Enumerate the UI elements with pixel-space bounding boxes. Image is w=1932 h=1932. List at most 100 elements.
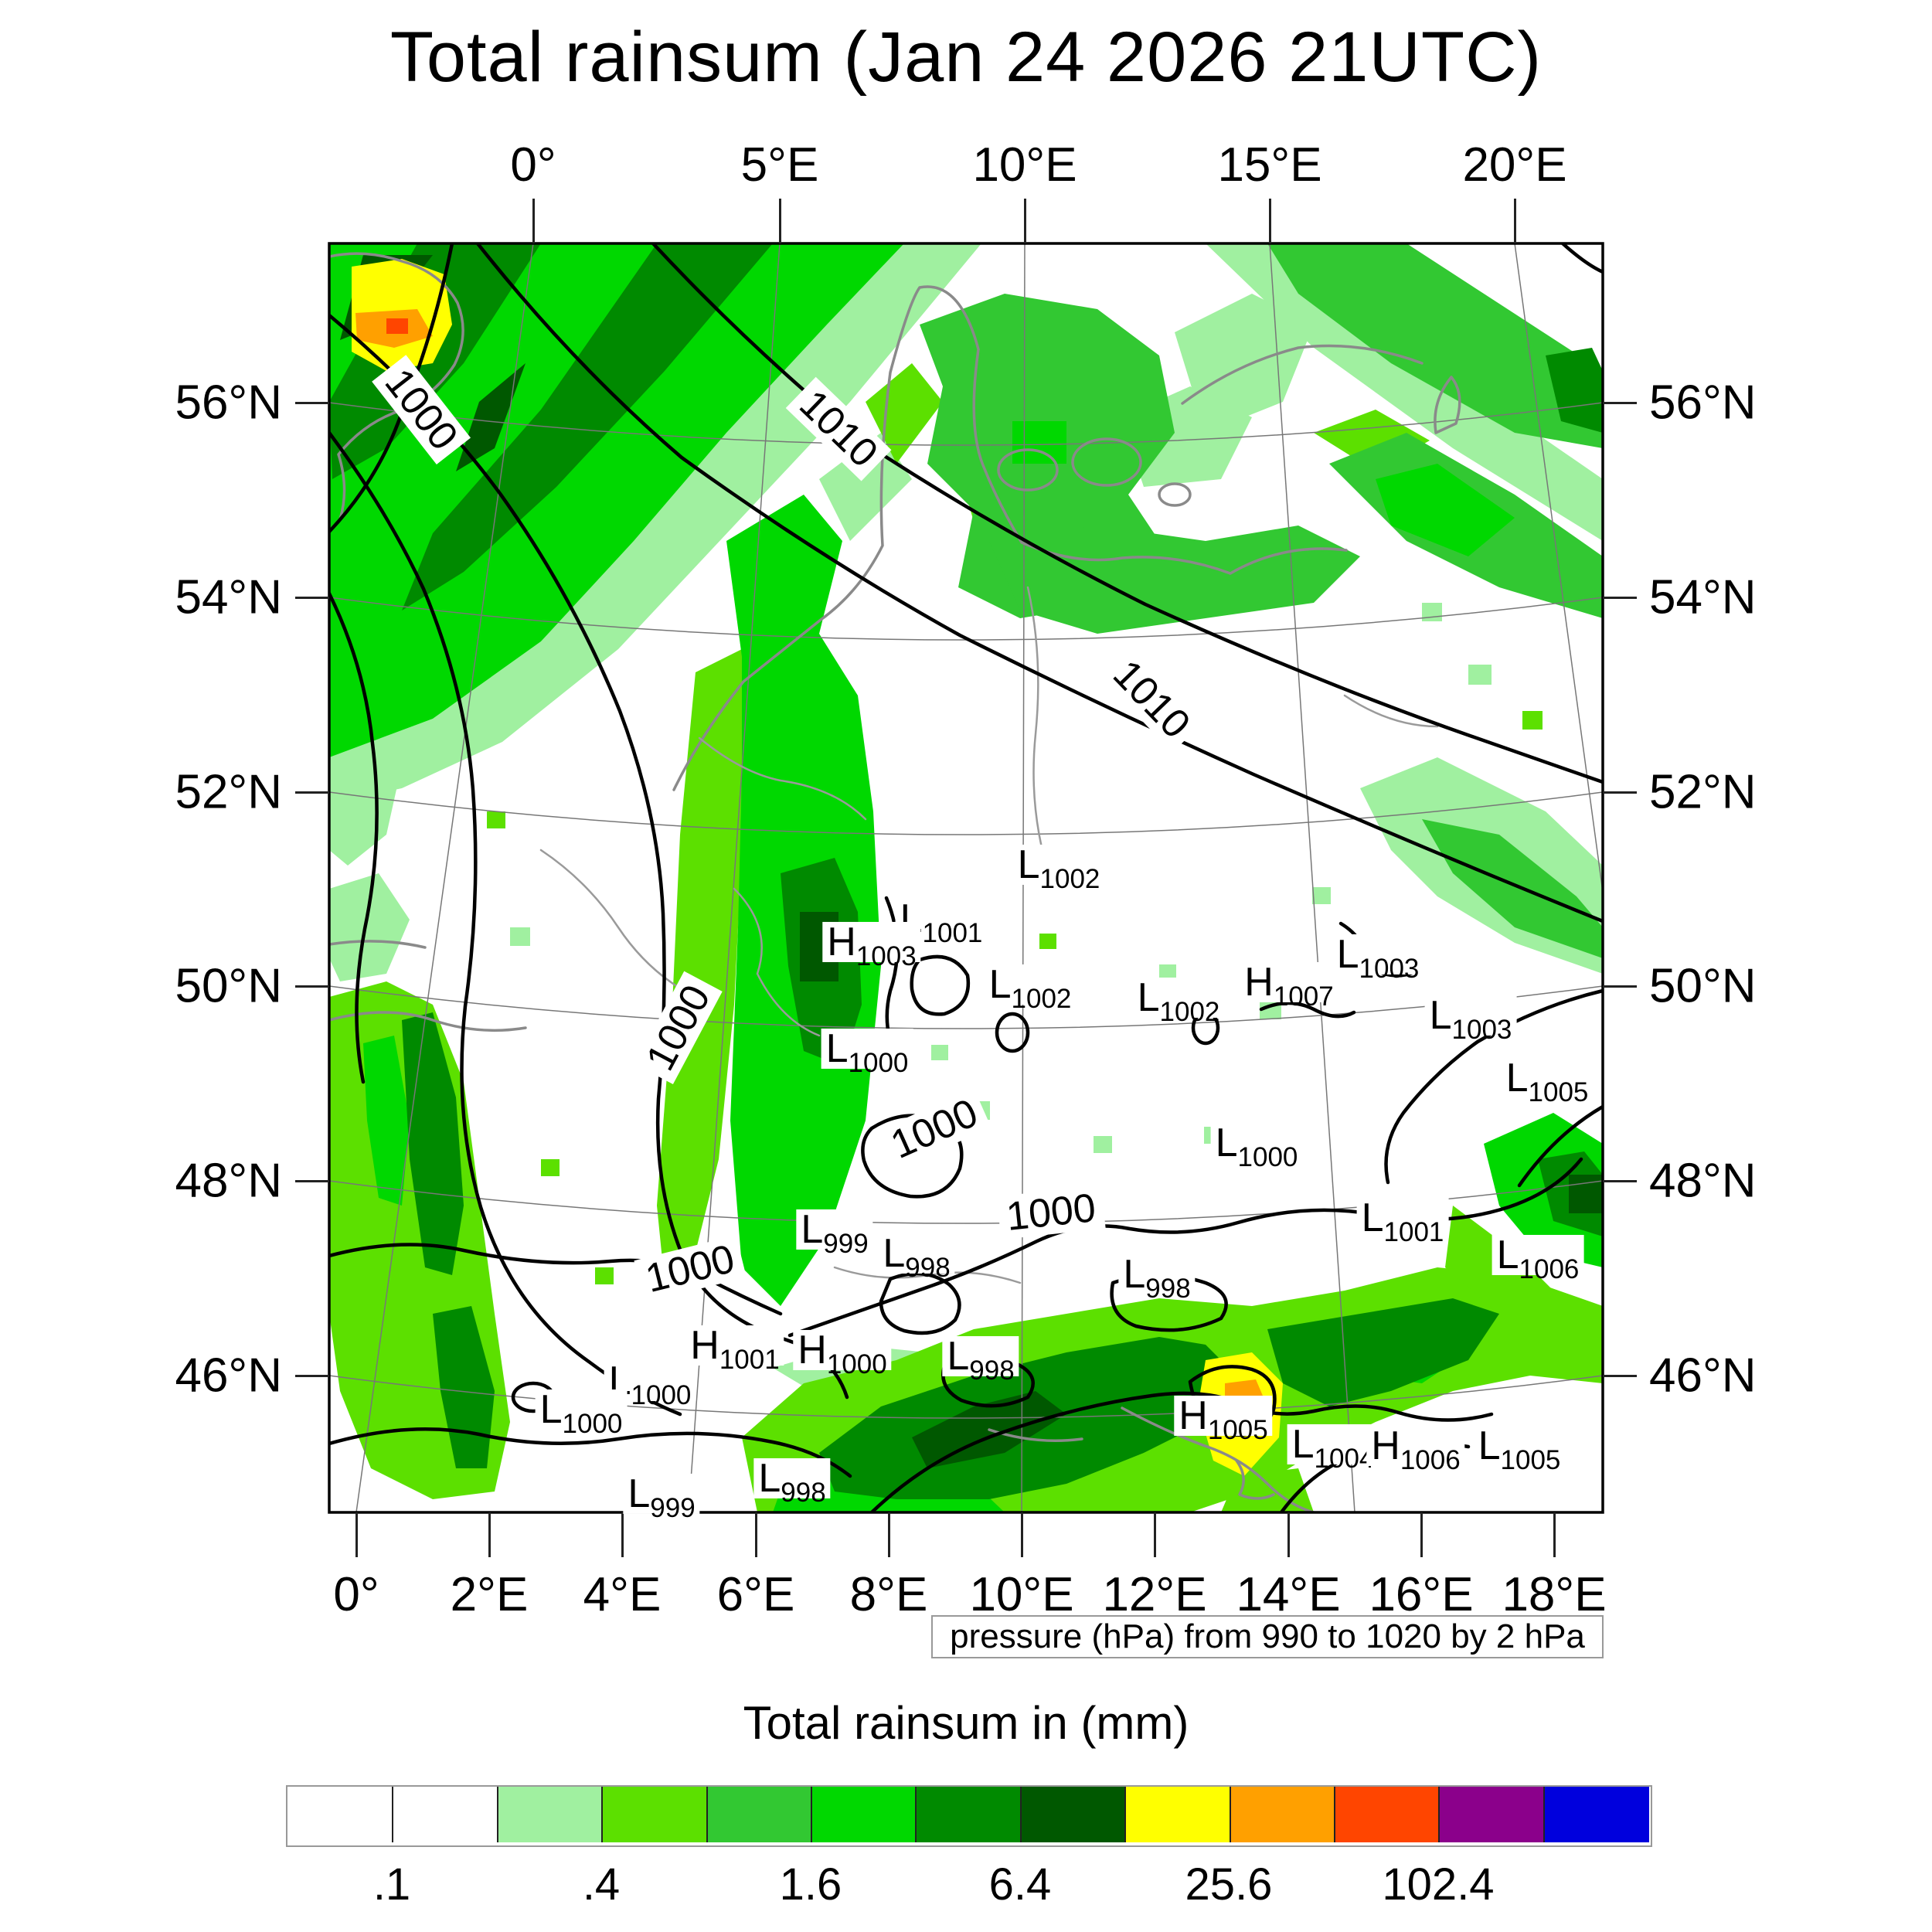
pressure-center-l998: L998	[942, 1333, 1019, 1384]
pressure-letter: L	[1336, 931, 1359, 977]
pressure-value: 1005	[1500, 1444, 1561, 1475]
pressure-value: 998	[1145, 1273, 1191, 1304]
pressure-letter: H	[827, 919, 856, 964]
bottom-axis-label: 10°E	[969, 1568, 1074, 1621]
right-axis-label: 50°N	[1649, 959, 1757, 1013]
bottom-axis-label: 14°E	[1236, 1568, 1341, 1621]
bottom-axis-label: 18°E	[1502, 1568, 1607, 1621]
colorbar-cell	[1019, 1787, 1127, 1842]
pressure-value: 1007	[1273, 981, 1334, 1012]
bottom-axis-label: 0°	[333, 1568, 379, 1621]
bottom-axis-tick	[1420, 1512, 1423, 1557]
pressure-value: 1005	[1528, 1077, 1589, 1107]
pressure-center-l1002: L1002	[984, 961, 1077, 1012]
pressure-center-h1005: H1005	[1174, 1395, 1273, 1444]
pressure-center-l1000: L1000	[535, 1386, 628, 1437]
left-axis-label: 54°N	[175, 570, 282, 624]
pressure-note: pressure (hPa) from 990 to 1020 by 2 hPa	[931, 1615, 1604, 1658]
pressure-letter: L	[1017, 842, 1040, 887]
pressure-value: 1002	[1159, 996, 1220, 1027]
bottom-axis-label: 4°E	[583, 1568, 662, 1621]
top-axis-tick	[1268, 199, 1271, 243]
bottom-axis-tick	[1153, 1512, 1156, 1557]
pressure-letter: L	[947, 1333, 970, 1379]
colorbar-cell	[496, 1787, 604, 1842]
left-axis-tick	[295, 1374, 329, 1377]
right-axis-tick	[1603, 1179, 1637, 1182]
colorbar-cell	[1124, 1787, 1231, 1842]
pressure-value: 1002	[1011, 983, 1072, 1014]
pressure-center-l998: L998	[1118, 1251, 1196, 1302]
pressure-value: 1000	[826, 1349, 887, 1379]
bottom-axis-tick	[754, 1512, 757, 1557]
bottom-axis-tick	[488, 1512, 491, 1557]
pressure-center-l998: L998	[878, 1233, 955, 1281]
colorbar-tick-label: .1	[372, 1859, 411, 1910]
pressure-center-l999: L999	[623, 1471, 700, 1522]
pressure-letter: L	[539, 1386, 563, 1432]
pressure-letter: H	[1371, 1423, 1400, 1468]
pressure-center-h1007: H1007	[1240, 959, 1338, 1010]
map-frame	[328, 242, 1604, 1514]
top-axis-tick	[1023, 199, 1026, 243]
pressure-center-l1000: L1000	[821, 1028, 913, 1077]
pressure-value: 1005	[1207, 1414, 1268, 1445]
top-axis-tick	[1513, 199, 1516, 243]
pressure-letter: L	[1123, 1251, 1146, 1297]
colorbar-cell	[392, 1787, 498, 1842]
bottom-axis-tick	[621, 1512, 624, 1557]
pressure-letter: H	[798, 1327, 827, 1372]
pressure-value: 1002	[1039, 863, 1100, 894]
left-axis-label: 56°N	[175, 376, 282, 430]
pressure-center-l1003: L1003	[1424, 992, 1517, 1043]
pressure-letter: L	[628, 1471, 651, 1516]
right-axis-label: 54°N	[1649, 570, 1757, 624]
pressure-value: 1000	[562, 1408, 623, 1439]
colorbar-cell	[1438, 1787, 1545, 1842]
bottom-axis-tick	[1287, 1512, 1290, 1557]
pressure-center-h1000: H1000	[793, 1327, 892, 1378]
top-axis-label: 5°E	[740, 138, 819, 192]
left-axis-label: 48°N	[175, 1154, 282, 1208]
pressure-value: 1006	[1519, 1253, 1580, 1284]
pressure-value: 999	[823, 1228, 869, 1259]
pressure-center-l1005: L1005	[1501, 1057, 1594, 1106]
left-axis-tick	[295, 1179, 329, 1182]
pressure-value: 1000	[631, 1379, 692, 1410]
left-axis-tick	[295, 791, 329, 794]
colorbar-tick-label: 6.4	[988, 1859, 1052, 1910]
pressure-center-h1001: H1001	[685, 1325, 784, 1373]
pressure-letter: L	[1361, 1195, 1384, 1240]
pressure-center-l1000: L1000	[1210, 1122, 1303, 1171]
pressure-letter: L	[988, 961, 1012, 1007]
colorbar-title: Total rainsum in (mm)	[743, 1697, 1189, 1749]
bottom-axis-label: 2°E	[450, 1568, 529, 1621]
pressure-center-l1001: L1001	[1356, 1195, 1449, 1246]
pressure-value: 1001	[719, 1344, 780, 1375]
bottom-axis-tick	[1020, 1512, 1023, 1557]
colorbar-tick-label: .4	[582, 1859, 621, 1910]
top-axis-tick	[778, 199, 781, 243]
bottom-axis-tick	[355, 1512, 358, 1557]
right-axis-label: 52°N	[1649, 765, 1757, 819]
right-axis-tick	[1603, 401, 1637, 404]
right-axis-label: 46°N	[1649, 1349, 1757, 1403]
pressure-letter: L	[1429, 992, 1452, 1038]
bottom-axis-tick	[1553, 1512, 1556, 1557]
bottom-axis-label: 16°E	[1369, 1568, 1474, 1621]
pressure-value: 1001	[922, 917, 983, 948]
colorbar-cell	[915, 1787, 1022, 1842]
pressure-letter: L	[758, 1455, 781, 1501]
top-axis-label: 15°E	[1217, 138, 1322, 192]
country-borders	[539, 586, 1439, 1284]
pressure-value: 1006	[1400, 1444, 1461, 1475]
top-axis-label: 10°E	[972, 138, 1077, 192]
top-axis-label: 0°	[510, 138, 556, 192]
pressure-center-l1005: L1005	[1473, 1425, 1566, 1474]
right-axis-tick	[1603, 1374, 1637, 1377]
pressure-value: 998	[781, 1477, 826, 1508]
pressure-center-l1002: L1002	[1012, 842, 1105, 893]
pressure-letter: H	[1244, 959, 1274, 1005]
pressure-value: 1004	[1314, 1443, 1375, 1474]
top-axis-tick	[532, 199, 535, 243]
